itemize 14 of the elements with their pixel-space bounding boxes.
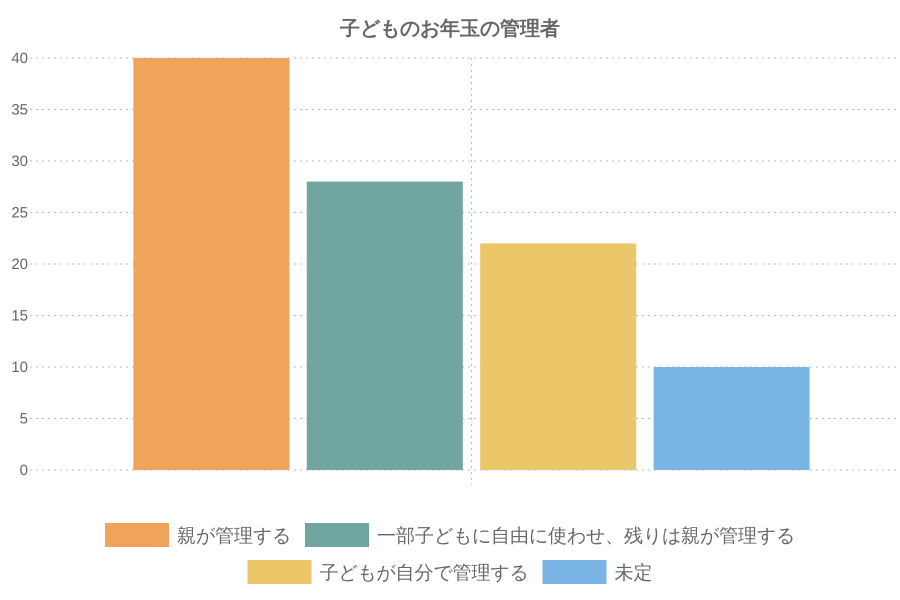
y-tick-label: 15 [11, 308, 28, 324]
y-tick-label: 20 [11, 256, 28, 273]
legend-label: 親が管理する [177, 526, 291, 547]
y-tick-label: 30 [11, 153, 28, 170]
legend-label: 未定 [614, 562, 652, 584]
y-tick-label: 35 [11, 102, 28, 118]
legend-label: 一部子どもに自由に使わせ、残りは親が管理する [377, 525, 795, 547]
y-tick-label: 40 [11, 50, 28, 67]
chart-title: 子どものお年玉の管理者 [339, 18, 560, 40]
y-tick-label: 25 [11, 204, 28, 222]
y-tick-label: 0 [20, 462, 28, 479]
y-tick-label: 10 [11, 359, 28, 376]
y-tick-label: 5 [20, 410, 28, 428]
legend-label: 子どもが自分で管理する [320, 563, 528, 584]
